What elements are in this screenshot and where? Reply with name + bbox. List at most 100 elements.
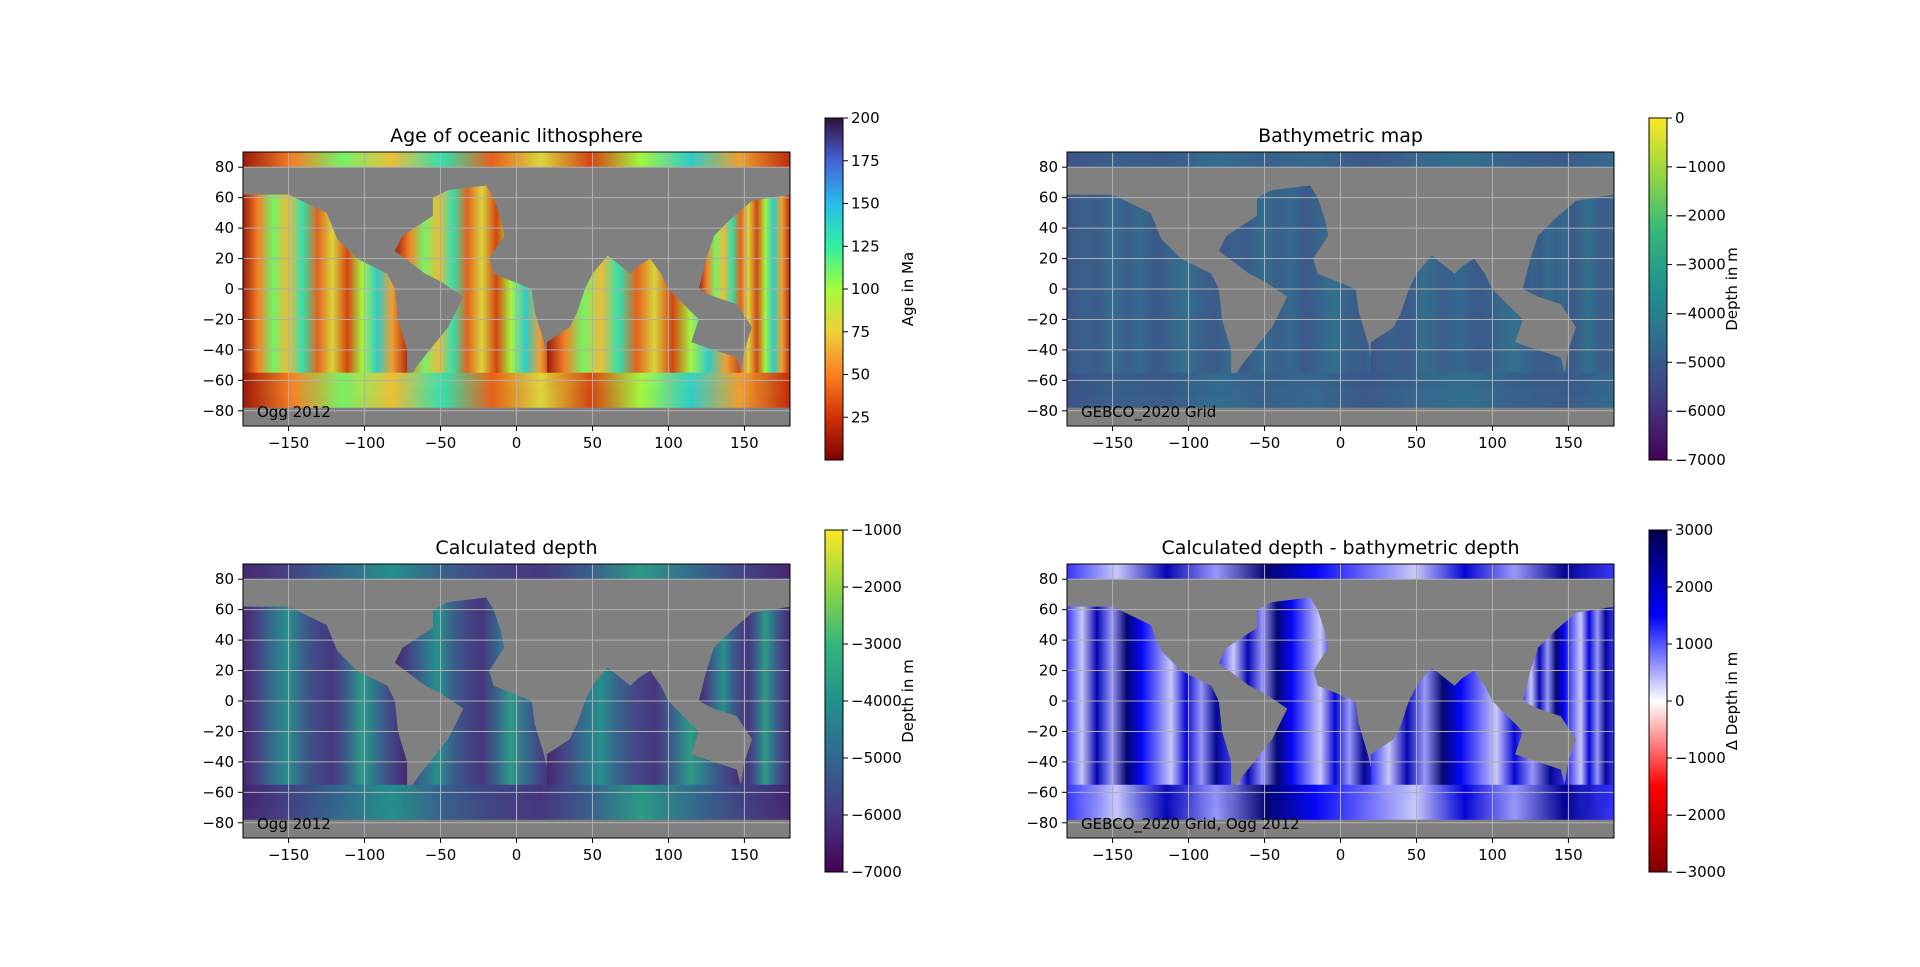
x-tick-label: 0: [512, 434, 522, 452]
x-tick-label: −100: [344, 434, 385, 452]
x-tick-label: 150: [1554, 846, 1583, 864]
y-tick-label: 80: [215, 570, 234, 588]
x-tick-label: −50: [1249, 846, 1281, 864]
chart-title: Bathymetric map: [1258, 125, 1423, 147]
y-tick-label: 80: [215, 158, 234, 176]
x-tick-label: −50: [425, 846, 457, 864]
y-tick-label: 0: [1048, 692, 1058, 710]
y-tick-label: −60: [1026, 783, 1058, 801]
y-tick-label: −20: [1026, 310, 1058, 328]
grid: [1067, 564, 1614, 838]
chart-panel-4: −150 −100 −50 0 50 100 150 −80 −60 −40 −20 0 20 40 60 8…: [1026, 521, 1741, 881]
x-tick-label: −150: [1092, 434, 1133, 452]
colorbar-tick-label: −1000: [851, 521, 902, 539]
chart-annotation: GEBCO_2020 Grid, Ogg 2012: [1081, 815, 1300, 834]
chart-annotation: Ogg 2012: [257, 403, 331, 421]
colorbar-tick-label: −3000: [1675, 256, 1726, 274]
colorbar-tick-label: 1000: [1675, 635, 1713, 653]
colorbar-label: Depth in m: [899, 659, 917, 743]
y-tick-label: 40: [215, 631, 234, 649]
chart-panel-2: −150 −100 −50 0 50 100 150 −80 −60 −40 −20 0 20 40 60 8…: [1026, 109, 1741, 469]
colorbar: [1648, 529, 1668, 873]
x-tick-label: −150: [268, 846, 309, 864]
x-tick-label: −150: [1092, 846, 1133, 864]
colorbar-tick-label: 75: [851, 323, 870, 341]
y-tick-label: 80: [1039, 158, 1058, 176]
colorbar-tick-label: 175: [851, 152, 880, 170]
x-tick-label: −50: [425, 434, 457, 452]
ocean-region: [1218, 185, 1379, 388]
colorbar-tick-label: −7000: [851, 863, 902, 881]
colorbar-tick-label: −2000: [1675, 207, 1726, 225]
ocean-region: [1067, 194, 1232, 396]
y-tick-label: −80: [202, 814, 234, 832]
y-tick-label: −60: [202, 371, 234, 389]
y-tick-label: −80: [1026, 814, 1058, 832]
colorbar-tick-label: −2000: [1675, 806, 1726, 824]
colorbar-tick-label: −1000: [1675, 158, 1726, 176]
x-tick-label: 100: [1478, 846, 1507, 864]
y-tick-label: 60: [215, 189, 234, 207]
colorbar-tick-label: −2000: [851, 578, 902, 596]
x-tick-label: 100: [1478, 434, 1507, 452]
ocean-region: [243, 606, 408, 808]
ocean-region: [243, 194, 408, 396]
chart-annotation: GEBCO_2020 Grid: [1081, 403, 1216, 422]
x-tick-label: −100: [344, 846, 385, 864]
x-tick-label: 150: [1554, 434, 1583, 452]
x-tick-label: 50: [1407, 846, 1426, 864]
y-tick-label: 0: [224, 692, 234, 710]
colorbar-tick-label: 50: [851, 366, 870, 384]
colorbar-tick-label: 0: [1675, 692, 1685, 710]
grid: [243, 152, 790, 426]
y-tick-label: 20: [1039, 250, 1058, 268]
x-tick-label: 100: [654, 434, 683, 452]
y-tick-label: 60: [1039, 189, 1058, 207]
colorbar-tick-label: 25: [851, 408, 870, 426]
colorbar-tick-label: 3000: [1675, 521, 1713, 539]
y-tick-label: 40: [1039, 219, 1058, 237]
colorbar-label: Depth in m: [1723, 247, 1741, 331]
ocean-region: [1067, 606, 1232, 808]
y-tick-label: −40: [1026, 753, 1058, 771]
y-tick-label: 80: [1039, 570, 1058, 588]
x-tick-label: −150: [268, 434, 309, 452]
y-tick-label: 60: [215, 601, 234, 619]
colorbar-tick-label: −5000: [1675, 353, 1726, 371]
y-tick-label: 20: [215, 662, 234, 680]
colorbar-label: Δ Depth in m: [1723, 652, 1741, 751]
y-tick-label: −20: [202, 310, 234, 328]
colorbar: [1648, 117, 1668, 461]
colorbar-tick-label: −6000: [851, 806, 902, 824]
chart-annotation: Ogg 2012: [257, 815, 331, 833]
colorbar-tick-label: −4000: [851, 692, 902, 710]
x-tick-label: 50: [1407, 434, 1426, 452]
y-tick-label: 40: [215, 219, 234, 237]
ocean-region: [394, 185, 555, 388]
colorbar-tick-label: −1000: [1675, 749, 1726, 767]
chart-panel-1: −150 −100 −50 0 50 100 150 −80 −60 −40 −20 0 20 40 60 8…: [202, 109, 917, 461]
chart-panel-3: −150 −100 −50 0 50 100 150 −80 −60 −40 −20 0 20 40 60 8…: [202, 521, 917, 881]
chart-title: Calculated depth: [435, 537, 597, 559]
y-tick-label: −20: [202, 722, 234, 740]
y-tick-label: −40: [202, 341, 234, 359]
y-tick-label: 0: [1048, 280, 1058, 298]
ocean-region: [394, 597, 555, 800]
colorbar-tick-label: −4000: [1675, 304, 1726, 322]
x-tick-label: −100: [1168, 434, 1209, 452]
chart-title: Age of oceanic lithosphere: [390, 125, 643, 147]
x-tick-label: 50: [583, 434, 602, 452]
colorbar-tick-label: 125: [851, 237, 880, 255]
x-tick-label: 0: [1336, 434, 1346, 452]
y-tick-label: 40: [1039, 631, 1058, 649]
y-tick-label: 0: [224, 280, 234, 298]
colorbar: [824, 529, 844, 873]
grid: [243, 564, 790, 838]
x-tick-label: 150: [730, 846, 759, 864]
x-tick-label: 50: [583, 846, 602, 864]
colorbar: [824, 117, 844, 461]
y-tick-label: −80: [1026, 402, 1058, 420]
x-tick-label: 100: [654, 846, 683, 864]
colorbar-tick-label: −3000: [851, 635, 902, 653]
